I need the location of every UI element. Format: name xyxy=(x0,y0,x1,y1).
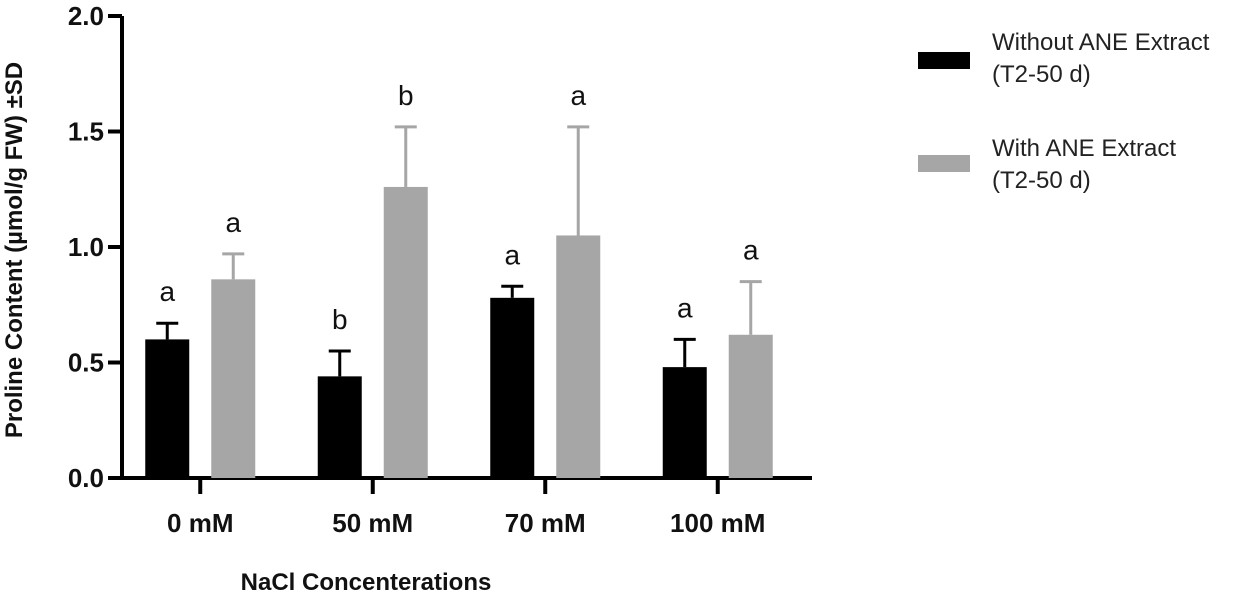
legend-label-with-ane: With ANE Extract xyxy=(992,135,1176,162)
chart-bars: a a b b a a a a xyxy=(145,80,773,478)
y-tick-label: 1.0 xyxy=(68,232,104,262)
significance-label: a xyxy=(159,276,175,307)
x-axis-title: NaCl Concenterations xyxy=(241,569,492,596)
bar xyxy=(728,334,773,478)
significance-label: a xyxy=(225,207,241,238)
significance-label: a xyxy=(677,292,693,323)
bar xyxy=(662,367,707,478)
bar xyxy=(490,297,535,478)
significance-label: b xyxy=(332,304,348,335)
x-category-labels: 0 mM 50 mM 70 mM 100 mM xyxy=(167,508,765,538)
legend-swatch-without-ane xyxy=(918,52,970,69)
legend-swatch-with-ane xyxy=(918,155,970,172)
y-tick-label: 2.0 xyxy=(68,1,104,31)
bar xyxy=(145,339,190,478)
bar xyxy=(556,235,601,478)
x-category-label: 50 mM xyxy=(332,508,413,538)
significance-label: a xyxy=(504,239,520,270)
bar xyxy=(383,186,428,478)
significance-label: b xyxy=(398,80,414,111)
chart-legend: Without ANE Extract (T2-50 d) With ANE E… xyxy=(918,29,1210,194)
y-tick-label: 1.5 xyxy=(68,117,104,147)
y-axis-title: Proline Content (µmol/g FW) ±SD xyxy=(1,62,28,438)
bar xyxy=(211,279,256,478)
significance-label: a xyxy=(570,80,586,111)
y-tick-labels: 0.0 0.5 1.0 1.5 2.0 xyxy=(68,1,104,493)
y-tick-label: 0.5 xyxy=(68,348,104,378)
bar xyxy=(317,376,362,478)
legend-label-with-ane-line2: (T2-50 d) xyxy=(992,167,1091,194)
x-category-label: 100 mM xyxy=(670,508,765,538)
significance-label: a xyxy=(743,235,759,266)
x-category-label: 70 mM xyxy=(505,508,586,538)
legend-label-without-ane-line2: (T2-50 d) xyxy=(992,61,1091,88)
x-category-label: 0 mM xyxy=(167,508,233,538)
y-tick-label: 0.0 xyxy=(68,463,104,493)
legend-label-without-ane: Without ANE Extract xyxy=(992,29,1210,56)
